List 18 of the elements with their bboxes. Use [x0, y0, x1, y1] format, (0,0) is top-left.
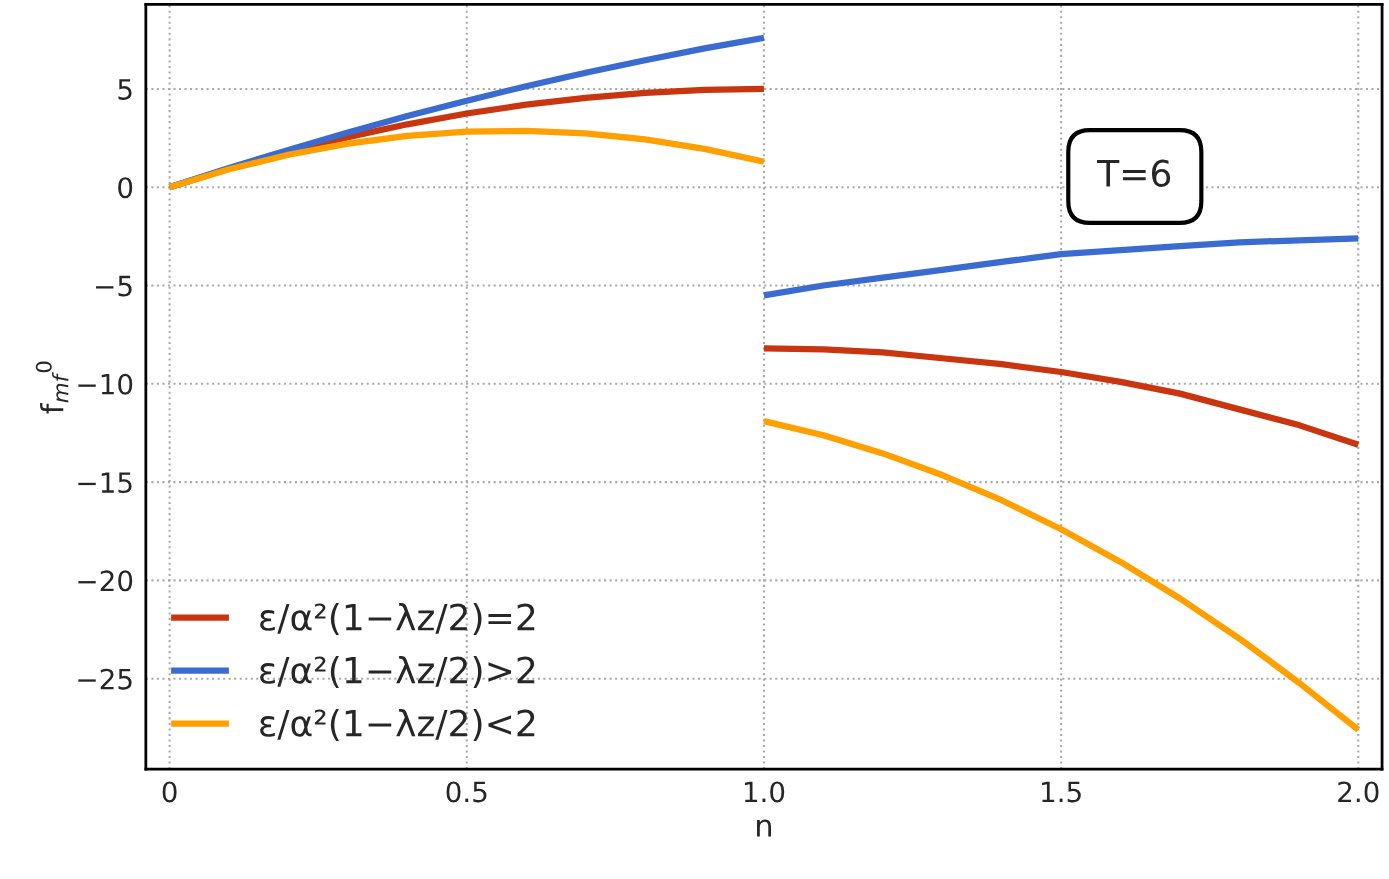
legend-label: ε/α²(1−λz/2)<2	[260, 708, 535, 742]
y-tick-label: −20	[78, 570, 133, 592]
y-tick-label: 5	[118, 79, 132, 100]
x-tick-label: 2.0	[1338, 781, 1379, 803]
x-tick-label: 1.0	[744, 781, 785, 803]
y-tick-label: −5	[96, 275, 132, 297]
x-tick-label: 0	[162, 781, 177, 803]
y-tick-label: −15	[78, 472, 132, 494]
legend-label: ε/α²(1−λz/2)>2	[260, 655, 535, 689]
x-tick-label: 1.5	[1042, 781, 1081, 803]
y-tick-label: 0	[118, 177, 133, 199]
y-tick-label: −10	[78, 373, 133, 395]
x-tick-label: 0.5	[446, 781, 487, 803]
y-tick-label: −25	[78, 668, 132, 690]
x-axis-title: n	[757, 819, 772, 837]
y-axis-title: f$_{mf}$$^{0}$	[35, 361, 69, 414]
annotation: T=6	[1097, 159, 1171, 187]
legend-label: ε/α²(1−λz/2)=2	[260, 602, 535, 636]
